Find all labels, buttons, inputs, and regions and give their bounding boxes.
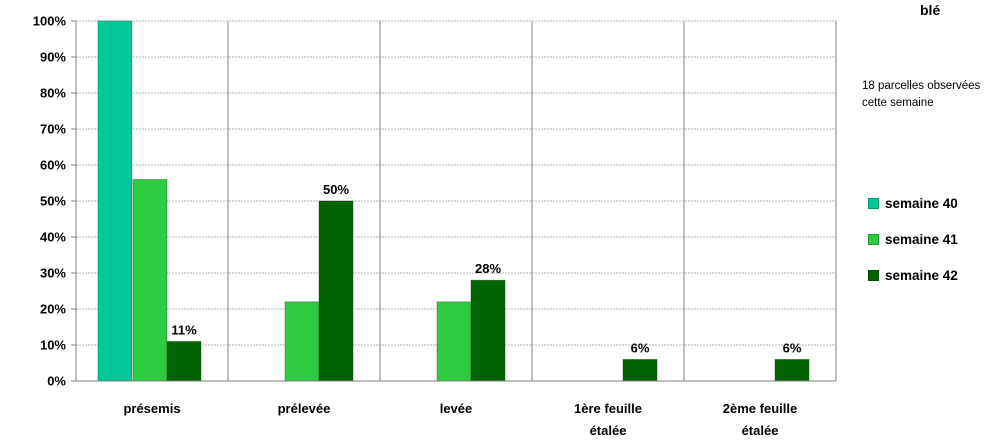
x-category-label: étalée (742, 423, 779, 438)
data-label: 6% (783, 340, 802, 355)
y-tick-label: 100% (33, 14, 67, 29)
y-tick-label: 70% (40, 122, 66, 137)
legend-swatch-semaine-42 (868, 269, 879, 281)
y-tick-label: 0% (47, 374, 66, 389)
x-category-label: présemis (123, 401, 180, 416)
legend-label-semaine-40: semaine 40 (885, 195, 958, 211)
data-label: 50% (323, 182, 349, 197)
observation-note: 18 parcelles observées cette semaine (862, 80, 981, 109)
legend-item-semaine-42: semaine 42 (868, 257, 958, 293)
x-category-label: prélevée (278, 401, 331, 416)
x-category-label: 2ème feuille (723, 401, 797, 416)
legend: semaine 40 semaine 41 semaine 42 (868, 185, 958, 293)
legend-swatch-semaine-40 (868, 197, 879, 209)
bar-semaine-41-1 (284, 301, 320, 382)
x-category-label: 1ère feuille (574, 401, 642, 416)
legend-label-semaine-41: semaine 41 (885, 231, 958, 247)
x-category-label: levée (440, 401, 473, 416)
bar-semaine-42-1 (318, 200, 354, 382)
y-tick-label: 10% (40, 338, 66, 353)
bar-semaine-41-0 (132, 178, 168, 382)
bar-semaine-42-4 (774, 358, 810, 382)
bar-semaine-42-2 (470, 279, 506, 382)
y-tick-label: 50% (40, 194, 66, 209)
data-label: 28% (475, 261, 501, 276)
chart-title: blé (920, 2, 941, 18)
bar-semaine-42-0 (166, 340, 202, 382)
y-tick-label: 60% (40, 158, 66, 173)
y-tick-label: 90% (40, 50, 66, 65)
legend-item-semaine-41: semaine 41 (868, 221, 958, 257)
y-tick-label: 30% (40, 266, 66, 281)
data-label: 11% (171, 322, 197, 337)
legend-label-semaine-42: semaine 42 (885, 267, 958, 283)
bar-semaine-41-2 (436, 301, 472, 382)
data-label: 6% (631, 340, 650, 355)
legend-item-semaine-40: semaine 40 (868, 185, 958, 221)
y-tick-label: 40% (40, 230, 66, 245)
y-tick-label: 20% (40, 302, 66, 317)
x-category-label: étalée (590, 423, 627, 438)
legend-swatch-semaine-41 (868, 233, 879, 245)
y-tick-label: 80% (40, 86, 66, 101)
bar-semaine-42-3 (622, 358, 658, 382)
bar-semaine-40-0 (97, 20, 133, 382)
